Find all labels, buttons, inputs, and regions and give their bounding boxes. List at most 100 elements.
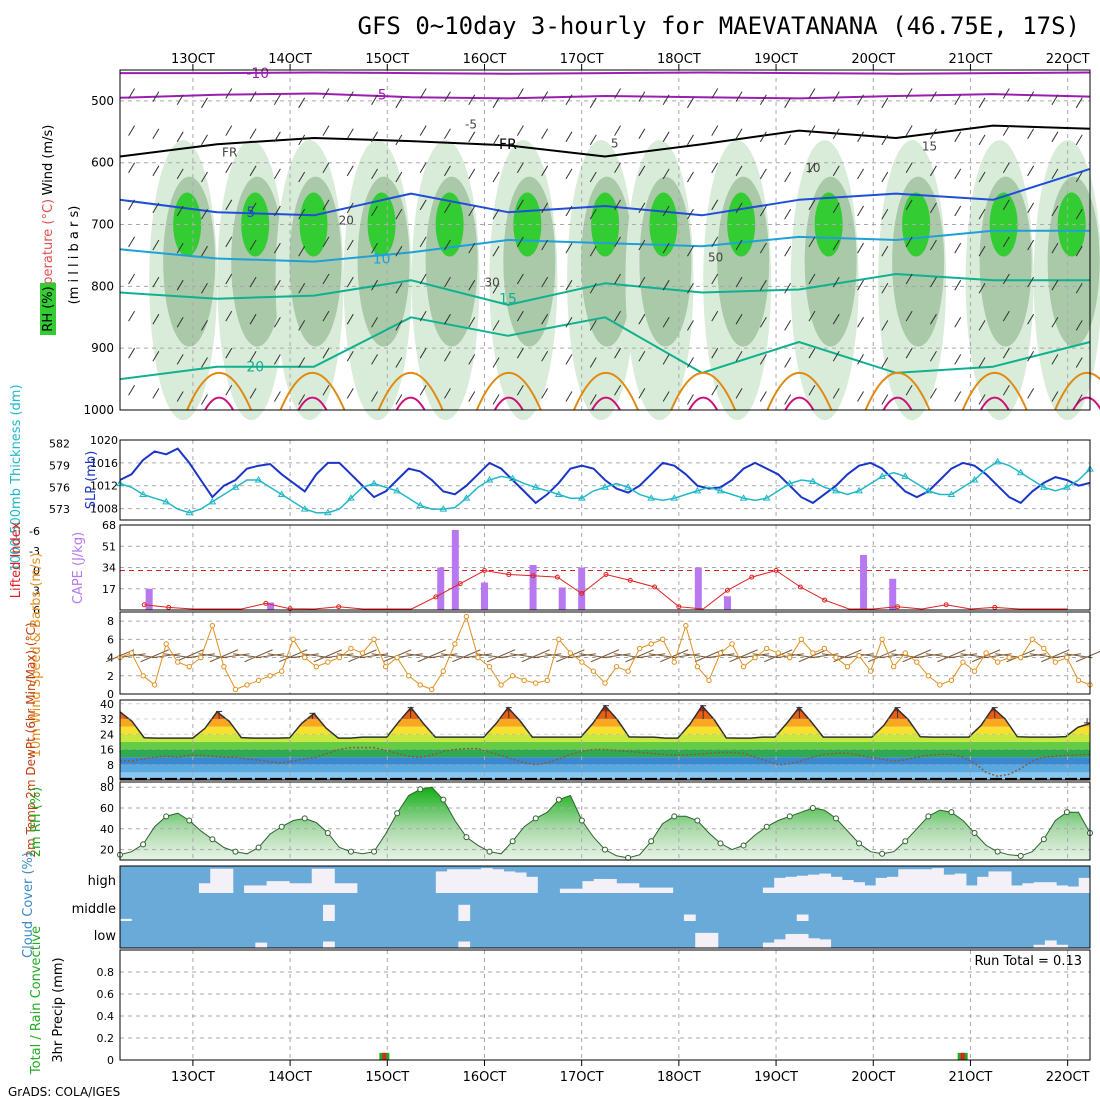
wind10m-axis-label: 10m Wind Speed & Barbs (m/s) [29,553,44,758]
li-marker [506,571,512,577]
chart-title: GFS 0~10day 3-hourly for MAEVATANANA (46… [358,12,1080,40]
wind-barb [322,125,330,136]
rh-marker [324,829,331,836]
wind-barb [735,313,743,325]
temp-tick-label: 0 [107,774,114,787]
wind-barb [1075,134,1083,146]
wind-barb [1027,91,1035,102]
wind-barb [444,91,451,102]
wind-barb [1027,276,1035,288]
wind-barb [273,242,281,254]
isotherm-30-arc [784,396,815,411]
wind-speed-marker [486,663,493,670]
wind-barb [298,171,306,183]
wind-barb [201,394,208,405]
wind-barb [346,165,354,177]
wind-barb [784,208,792,220]
wind-speed-marker [1041,645,1047,652]
wind-barb [128,199,136,211]
credit-label: GrADS: COLA/IGES [8,1085,120,1099]
wind-barb-10m [937,649,966,663]
wind-barb [152,351,160,362]
cloud-cell-high [932,868,944,893]
wind-barb [201,208,208,220]
wind-barb-10m [313,649,343,663]
wind-barb [444,128,451,139]
cloud-cell-low [1056,944,1068,948]
wind-barb-10m [244,649,273,663]
wind-barb [541,202,549,214]
wind-barb [346,313,354,325]
wind-barb [128,88,136,99]
cloud-cell-high [988,871,1001,893]
thickness-marker [693,486,702,494]
wind-barb [832,91,840,102]
wind-speed-marker [198,654,204,661]
thickness-marker [370,479,378,487]
wind-barb [881,320,889,331]
wind-barb [225,310,233,322]
cape-bar [860,555,868,610]
rh-marker [1063,809,1070,816]
wind-speed-marker [1075,677,1082,684]
wind-barb [128,273,136,285]
wind-barb [759,94,767,105]
cloud-cell-low [458,941,471,948]
isotherm-25-arc [475,371,542,411]
thickness-marker [716,486,725,494]
wind-barb [1027,239,1035,251]
li-marker [166,604,172,610]
wind-barb [978,208,986,220]
wind-barb [273,205,281,217]
wind-barb [273,391,281,402]
thickness-marker [739,494,748,501]
cloud-cell-high [447,869,459,893]
wind-barb [225,273,233,285]
li-marker [263,600,269,606]
wind-barb [735,239,743,251]
rh-blob-moist [591,192,620,257]
wind-barb [711,88,719,99]
cloud-cell-high [503,871,516,893]
li-tick-label: 0 [33,565,40,578]
wind-speed-marker [717,650,724,656]
cloud-cell-high [1033,882,1046,893]
wind-barb [541,128,549,139]
cape-bar [889,578,897,610]
wind-barb [614,347,621,359]
wind-speed-marker [729,641,735,647]
wind-barb [759,279,767,291]
wind-barb [492,171,500,183]
wind-barb [419,199,427,211]
precip-convective-bar [960,1052,965,1060]
cape-tick-label: 51 [102,540,116,553]
wind-barb [784,97,792,109]
li-tick-label: -6 [29,525,40,538]
cape-tick-label: 34 [102,562,116,575]
wind-barb [371,131,378,143]
cloud-cell-high [255,885,268,893]
wind-barb [565,168,573,180]
cloud-cell-high [1022,883,1035,893]
wind-speed-marker [833,654,839,661]
wind-barb [735,91,743,102]
wind-speed-marker [452,641,458,647]
wind-tick-label: 0 [107,688,114,701]
wind-barb [541,388,549,399]
wind-barb [614,88,621,99]
rh-marker [671,813,678,820]
wind-barb [759,168,767,180]
wind-barb [201,283,208,294]
cloud-cell-high [435,871,448,893]
temp-tick-label: 40 [100,698,114,711]
wind-barb [468,242,476,254]
wind-barb [832,276,840,288]
wind-speed-marker [498,682,504,688]
wind-barb [589,394,597,405]
cloud-cell-low [774,939,786,948]
wind-tick-label: 8 [107,615,114,628]
wind-barb [954,354,962,365]
time-label-top: 19OCT [754,52,798,67]
cape-bar [145,588,153,610]
slp-tick-label: 1016 [90,457,118,470]
